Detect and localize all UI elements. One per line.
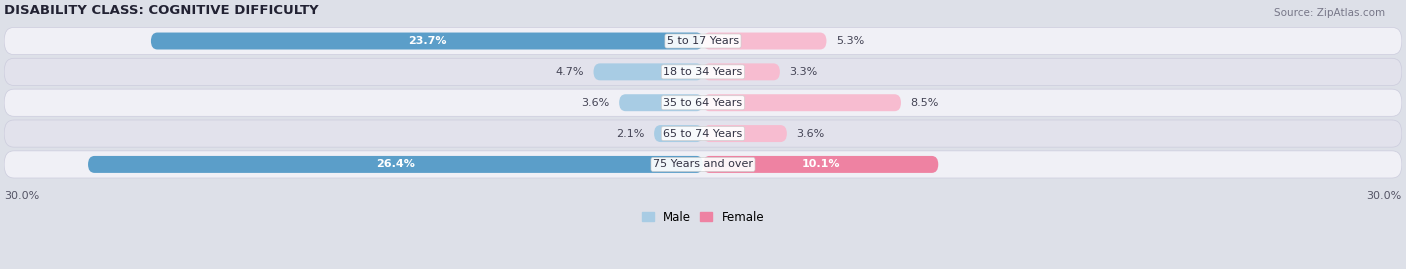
Text: 75 Years and over: 75 Years and over (652, 160, 754, 169)
FancyBboxPatch shape (4, 89, 1402, 116)
Text: 10.1%: 10.1% (801, 160, 839, 169)
Text: 3.3%: 3.3% (789, 67, 817, 77)
Text: 4.7%: 4.7% (555, 67, 585, 77)
FancyBboxPatch shape (703, 125, 787, 142)
Text: 5 to 17 Years: 5 to 17 Years (666, 36, 740, 46)
Text: 35 to 64 Years: 35 to 64 Years (664, 98, 742, 108)
FancyBboxPatch shape (4, 120, 1402, 147)
Legend: Male, Female: Male, Female (637, 206, 769, 228)
Text: 3.6%: 3.6% (796, 129, 824, 139)
Text: 2.1%: 2.1% (616, 129, 645, 139)
FancyBboxPatch shape (703, 94, 901, 111)
FancyBboxPatch shape (619, 94, 703, 111)
Text: 26.4%: 26.4% (375, 160, 415, 169)
Text: DISABILITY CLASS: COGNITIVE DIFFICULTY: DISABILITY CLASS: COGNITIVE DIFFICULTY (4, 4, 319, 17)
FancyBboxPatch shape (4, 27, 1402, 55)
FancyBboxPatch shape (89, 156, 703, 173)
Text: Source: ZipAtlas.com: Source: ZipAtlas.com (1274, 8, 1385, 18)
FancyBboxPatch shape (150, 33, 703, 49)
FancyBboxPatch shape (703, 33, 827, 49)
FancyBboxPatch shape (703, 156, 938, 173)
FancyBboxPatch shape (4, 151, 1402, 178)
Text: 30.0%: 30.0% (1367, 191, 1402, 201)
Text: 8.5%: 8.5% (910, 98, 939, 108)
FancyBboxPatch shape (703, 63, 780, 80)
Text: 3.6%: 3.6% (582, 98, 610, 108)
FancyBboxPatch shape (4, 58, 1402, 86)
Text: 30.0%: 30.0% (4, 191, 39, 201)
Text: 23.7%: 23.7% (408, 36, 446, 46)
Text: 18 to 34 Years: 18 to 34 Years (664, 67, 742, 77)
FancyBboxPatch shape (654, 125, 703, 142)
Text: 5.3%: 5.3% (835, 36, 865, 46)
Text: 65 to 74 Years: 65 to 74 Years (664, 129, 742, 139)
FancyBboxPatch shape (593, 63, 703, 80)
